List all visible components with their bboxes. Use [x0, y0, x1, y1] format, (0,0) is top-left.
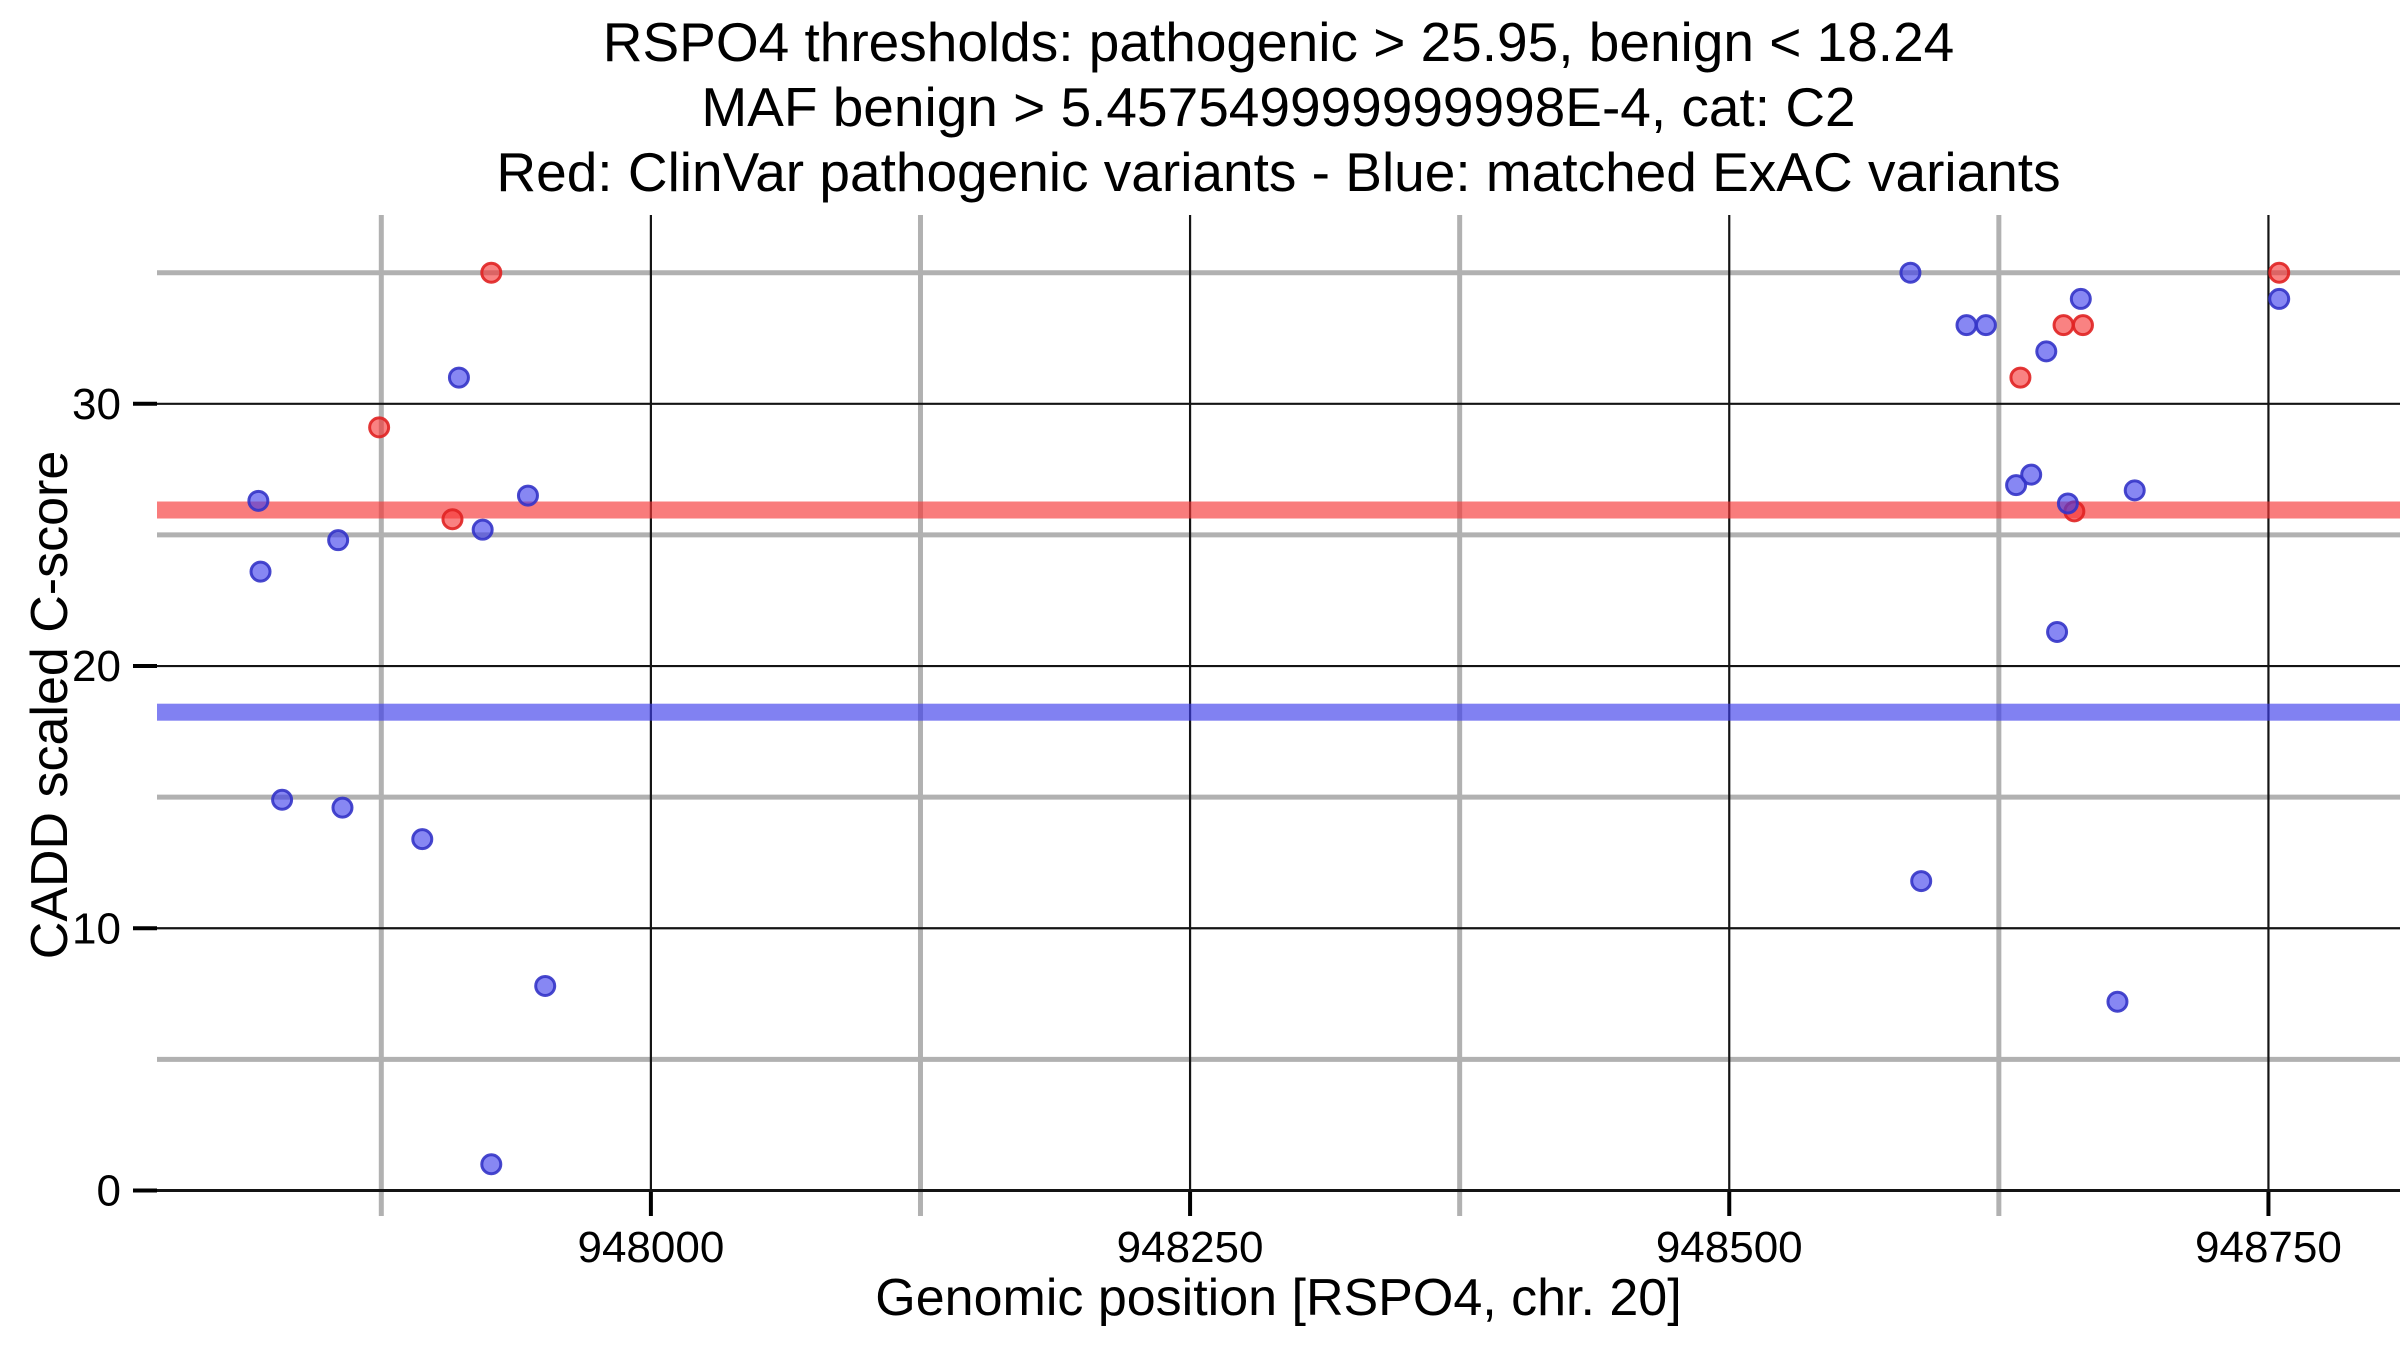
x-tick-label: 948750	[2195, 1223, 2342, 1272]
data-point-pathogenic	[2268, 261, 2291, 284]
chart-title-line2: MAF benign > 5.457549999999998E-4, cat: …	[701, 76, 1856, 138]
chart-title-line1: RSPO4 thresholds: pathogenic > 25.95, be…	[602, 11, 1955, 73]
data-point-exac	[471, 518, 494, 541]
data-point-pathogenic	[2071, 314, 2094, 337]
data-point-exac	[327, 529, 350, 552]
x-tick-label: 948500	[1656, 1223, 1803, 1272]
data-point-exac	[411, 828, 434, 851]
x-axis-title: Genomic position [RSPO4, chr. 20]	[875, 1269, 1682, 1327]
data-point-exac	[534, 974, 557, 997]
data-point-pathogenic	[2052, 314, 2075, 337]
data-point-pathogenic	[368, 416, 391, 439]
data-point-exac	[516, 484, 539, 507]
data-point-exac	[331, 796, 354, 819]
data-point-exac	[447, 366, 470, 389]
data-point-exac	[2123, 479, 2146, 502]
data-point-exac	[249, 560, 272, 583]
y-tick-label: 10	[72, 904, 121, 953]
data-point-exac	[1955, 314, 1978, 337]
data-point-exac	[2020, 463, 2043, 486]
y-tick-label: 20	[72, 642, 121, 691]
data-point-pathogenic	[441, 508, 464, 531]
data-point-exac	[480, 1153, 503, 1176]
y-tick-label: 30	[72, 380, 121, 429]
data-point-exac	[247, 489, 270, 512]
x-tick-label: 948250	[1117, 1223, 1264, 1272]
data-point-exac	[2106, 990, 2129, 1013]
y-axis-title: CADD scaled C-score	[21, 450, 79, 960]
chart-title: RSPO4 thresholds: pathogenic > 25.95, be…	[157, 10, 2400, 205]
data-point-exac	[2005, 474, 2028, 497]
pathogenic-threshold-band	[157, 501, 2400, 519]
data-point-exac	[1899, 261, 1922, 284]
x-tick-label: 948000	[577, 1223, 724, 1272]
y-tick-label: 0	[97, 1167, 121, 1216]
benign-threshold-band	[157, 703, 2400, 721]
data-point-exac	[1910, 870, 1933, 893]
chart-title-line3: Red: ClinVar pathogenic variants - Blue:…	[496, 141, 2061, 203]
data-point-exac	[2069, 287, 2092, 310]
data-point-exac	[2035, 340, 2058, 363]
data-point-pathogenic	[480, 261, 503, 284]
data-point-pathogenic	[2009, 366, 2032, 389]
data-point-exac	[1974, 314, 1997, 337]
data-point-exac	[2056, 492, 2079, 515]
data-point-exac	[271, 788, 294, 811]
data-point-exac	[2268, 287, 2291, 310]
data-point-exac	[2046, 620, 2069, 643]
